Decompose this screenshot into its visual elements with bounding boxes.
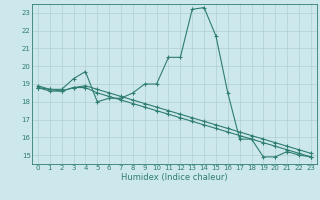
X-axis label: Humidex (Indice chaleur): Humidex (Indice chaleur) [121,173,228,182]
